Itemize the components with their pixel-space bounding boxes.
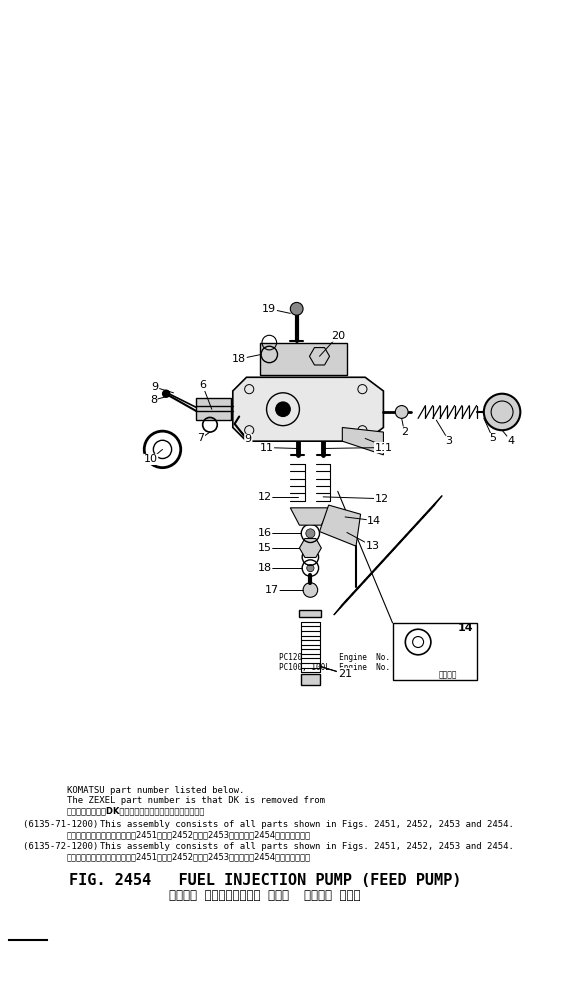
Text: 2: 2 — [401, 427, 408, 437]
Text: (6135-71-1200) :: (6135-71-1200) : — [23, 821, 109, 829]
Polygon shape — [299, 538, 321, 558]
Text: 11: 11 — [260, 443, 274, 453]
Bar — [301, 674, 320, 685]
Text: 10: 10 — [144, 455, 158, 465]
Polygon shape — [320, 505, 361, 546]
Bar — [196, 398, 231, 420]
Text: KOMATSU part number listed below.: KOMATSU part number listed below. — [67, 786, 244, 796]
Text: (6135-72-1200) :: (6135-72-1200) : — [23, 842, 109, 851]
Text: 12: 12 — [258, 492, 272, 501]
Circle shape — [291, 302, 303, 315]
Text: 適用号機: 適用号機 — [438, 670, 456, 680]
Text: This assembly consists of all parts shown in Figs. 2451, 2452, 2453 and 2454.: This assembly consists of all parts show… — [100, 842, 514, 851]
Text: このアセンブリの構成部品は第2451図、第2452図、第2453図および第2454図を含みます。: このアセンブリの構成部品は第2451図、第2452図、第2453図および第245… — [67, 852, 311, 861]
Text: 7: 7 — [197, 433, 204, 443]
Text: 9: 9 — [151, 383, 159, 392]
Circle shape — [306, 529, 315, 538]
Circle shape — [412, 636, 423, 647]
Text: 14: 14 — [367, 515, 381, 525]
Text: PC100, 100L  Engine  No. 150001-: PC100, 100L Engine No. 150001- — [280, 663, 427, 672]
Text: 18: 18 — [232, 354, 246, 364]
Bar — [299, 610, 321, 617]
Text: PC120        Engine  No. 150001-: PC120 Engine No. 150001- — [280, 653, 427, 662]
Text: 6: 6 — [199, 381, 206, 390]
Text: 20: 20 — [331, 331, 345, 341]
Text: 15: 15 — [258, 543, 272, 553]
Text: 18: 18 — [258, 563, 272, 573]
Circle shape — [307, 565, 314, 572]
Polygon shape — [233, 378, 383, 441]
Text: 14: 14 — [458, 623, 473, 633]
Text: 13: 13 — [365, 541, 379, 551]
Circle shape — [162, 390, 170, 397]
Text: This assembly consists of all parts shown in Figs. 2451, 2452, 2453 and 2454.: This assembly consists of all parts show… — [100, 821, 514, 829]
Text: 5: 5 — [490, 433, 496, 443]
Text: The ZEXEL part number is that DK is removed from: The ZEXEL part number is that DK is remo… — [67, 797, 325, 806]
Circle shape — [303, 583, 318, 598]
Text: 17: 17 — [265, 585, 279, 595]
Circle shape — [276, 402, 291, 416]
Bar — [393, 623, 477, 681]
Text: 品番のメーカ記号DKを除いたものがゼクセルの品番です。: 品番のメーカ記号DKを除いたものがゼクセルの品番です。 — [67, 807, 205, 816]
Text: 11: 11 — [375, 443, 389, 453]
Bar — [260, 343, 347, 375]
Polygon shape — [342, 427, 383, 455]
Text: 16: 16 — [258, 528, 272, 538]
Text: 21: 21 — [338, 669, 352, 679]
Text: 9: 9 — [245, 434, 252, 444]
Text: 12: 12 — [375, 494, 389, 503]
Text: 21: 21 — [338, 669, 352, 679]
Text: フェエル  インジェクション  ポンプ    フィード  ポンプ: フェエル インジェクション ポンプ フィード ポンプ — [169, 889, 361, 902]
Text: 1: 1 — [385, 443, 392, 453]
Circle shape — [396, 405, 408, 418]
Text: FIG. 2454   FUEL INJECTION PUMP (FEED PUMP): FIG. 2454 FUEL INJECTION PUMP (FEED PUMP… — [68, 873, 461, 888]
Text: 8: 8 — [150, 395, 157, 405]
Text: 3: 3 — [445, 436, 452, 446]
Polygon shape — [310, 348, 329, 365]
Text: このアセンブリの構成部品は第2451図、第2452図、第2453図および第2454図を含みます。: このアセンブリの構成部品は第2451図、第2452図、第2453図および第245… — [67, 830, 311, 839]
Text: 19: 19 — [262, 304, 276, 314]
Polygon shape — [291, 507, 331, 525]
Circle shape — [484, 393, 520, 430]
Text: 4: 4 — [508, 436, 515, 446]
